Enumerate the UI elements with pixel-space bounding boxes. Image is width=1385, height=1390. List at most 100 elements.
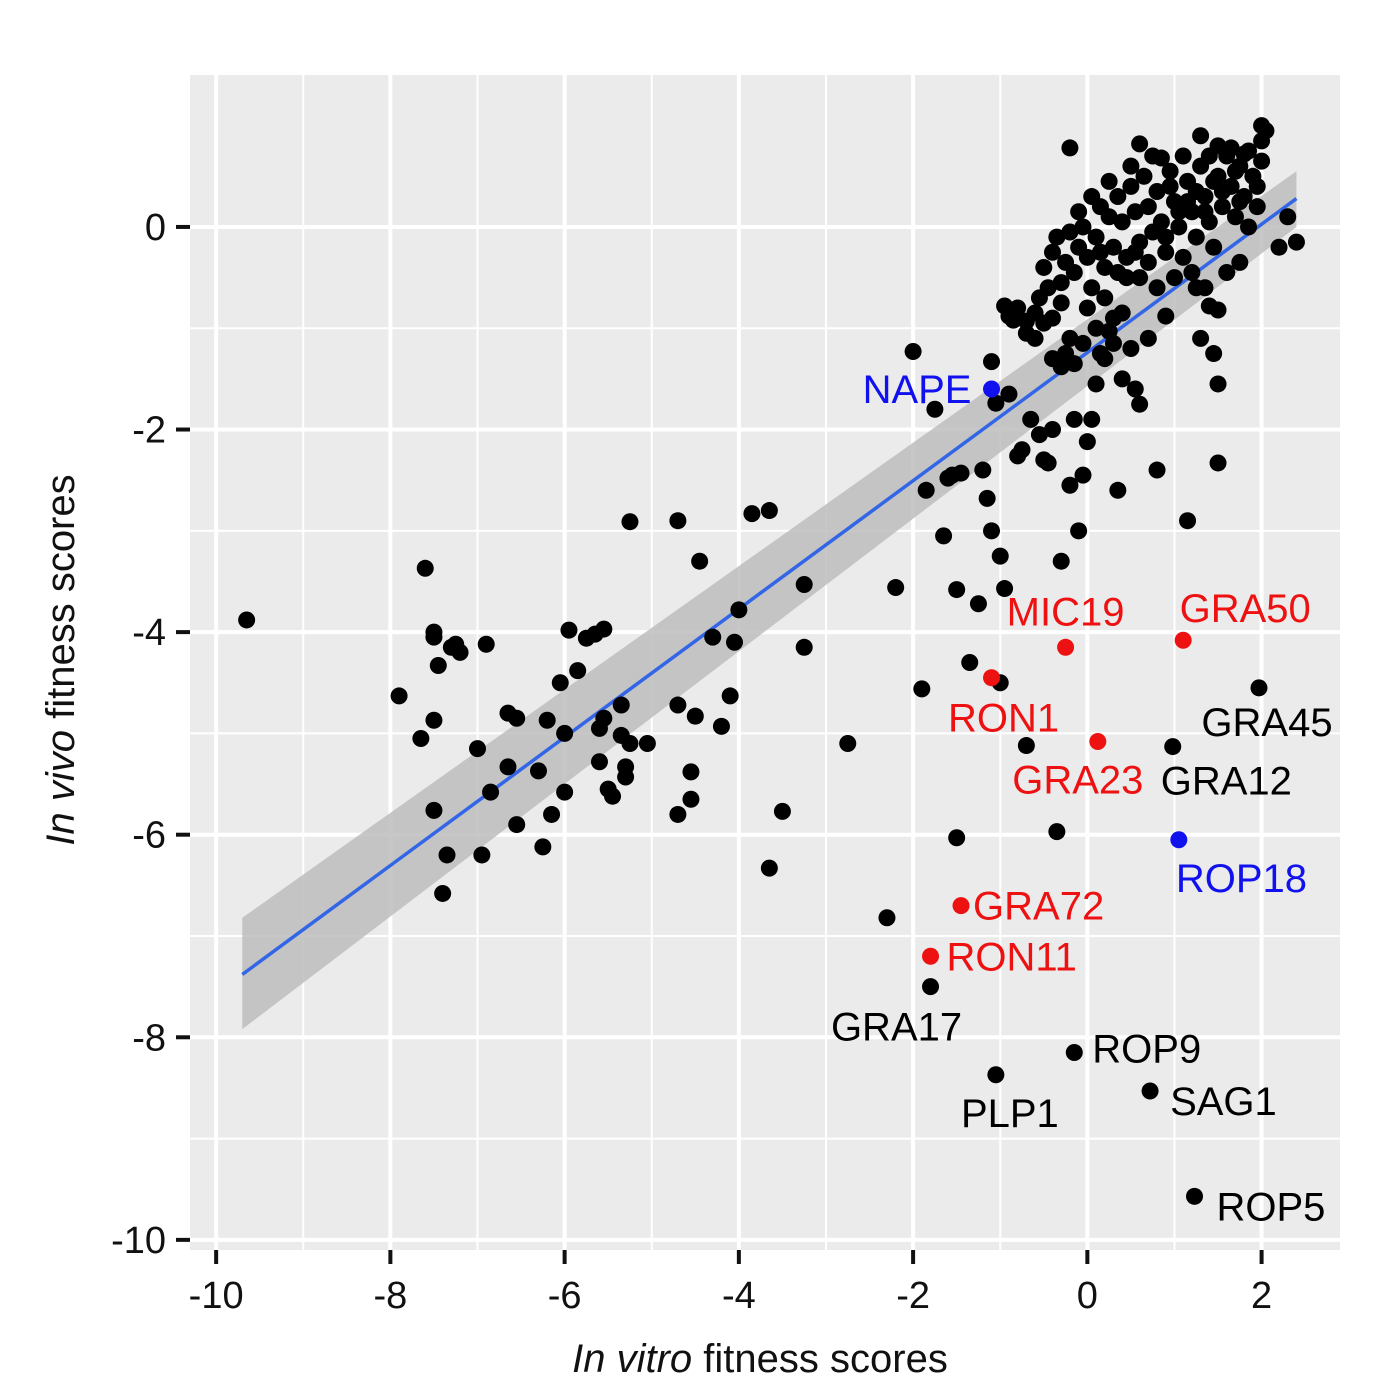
data-point [691,552,709,570]
data-point [604,787,622,805]
point-label: ROP9 [1092,1027,1201,1071]
data-point [1196,203,1214,221]
point-label: RON1 [948,697,1059,741]
data-point [621,513,639,531]
data-point [1131,269,1149,287]
data-point [1030,289,1048,307]
data-point [469,740,486,758]
data-point [974,461,992,479]
data-point [425,711,443,729]
data-point [1131,135,1149,153]
highlighted-point [983,380,1001,398]
data-point [991,547,1009,565]
data-point [1065,264,1083,282]
x-axis-title-rest: fitness scores [692,1337,948,1381]
data-point [1148,182,1166,200]
data-point [1000,385,1018,403]
data-point [1017,324,1035,342]
point-label: RON11 [947,935,1077,979]
data-point [743,505,761,523]
data-point [238,611,256,629]
data-point [1200,147,1218,165]
data-point [1174,248,1192,266]
data-point [1161,162,1179,180]
data-point [569,662,587,680]
data-point [612,696,630,714]
data-point [477,635,495,653]
data-point [1017,737,1035,755]
data-point [1157,228,1175,246]
data-point [1104,334,1122,352]
data-point [1139,198,1157,216]
data-point [1074,334,1092,352]
data-point [438,846,456,864]
data-point [1061,223,1079,241]
data-point [682,763,700,781]
y-axis-title-rest: fitness scores [39,474,83,730]
data-point [1052,274,1070,292]
data-point [1126,243,1144,261]
y-tick-label: -10 [111,1220,166,1262]
data-point [638,735,656,753]
data-point [1091,345,1109,363]
data-point [1013,441,1031,459]
data-point [1100,172,1118,190]
data-point [1113,370,1131,388]
data-point [538,711,556,729]
data-point [482,783,500,801]
data-point [1065,355,1083,373]
data-point [917,481,935,499]
data-point [543,805,561,823]
data-point [1061,476,1079,494]
point-label: MIC19 [1007,590,1125,634]
data-point [1030,426,1048,444]
point-label: GRA72 [973,885,1104,929]
data-point [669,696,687,714]
data-point [425,628,443,646]
data-point [1039,454,1057,472]
data-point [1083,188,1101,206]
data-point [1109,481,1127,499]
data-point [1205,238,1223,256]
data-point [1240,142,1258,160]
data-point [1144,147,1162,165]
data-point [1048,823,1066,841]
data-point [1174,147,1192,165]
data-point [1209,375,1227,393]
data-point [1083,279,1101,297]
highlighted-point [1065,1043,1083,1061]
x-tick-label: -6 [548,1275,582,1317]
data-point [1165,269,1183,287]
data-point [1161,177,1179,195]
data-point [1192,329,1210,347]
data-point [904,343,922,361]
data-point [1248,198,1266,216]
highlighted-point [922,947,940,965]
data-point [1196,279,1214,297]
data-point [429,657,447,675]
data-point [1113,213,1131,231]
confidence-ribbon-layer [242,171,1297,1030]
data-point [669,805,687,823]
data-point [560,621,578,639]
data-point [704,628,722,646]
data-point [1052,552,1070,570]
data-point [1170,203,1188,221]
data-point [1061,329,1079,347]
data-point [730,601,748,619]
data-points [238,117,1305,927]
y-axis-title: In vivo fitness scores [39,474,83,845]
data-point [1122,339,1140,357]
data-point [595,709,613,727]
data-point [1070,522,1088,540]
data-point [1074,218,1092,236]
data-point [1231,193,1249,211]
data-point [499,758,517,776]
point-label: GRA50 [1180,587,1311,631]
data-point [1205,172,1223,190]
data-point [760,502,778,520]
data-point [952,464,970,482]
data-point [1044,350,1061,368]
data-point [508,816,526,834]
axes: -10 -8 -6 -4 -2 0 2 -10 -8 -6 -4 -2 0 [111,207,1272,1317]
